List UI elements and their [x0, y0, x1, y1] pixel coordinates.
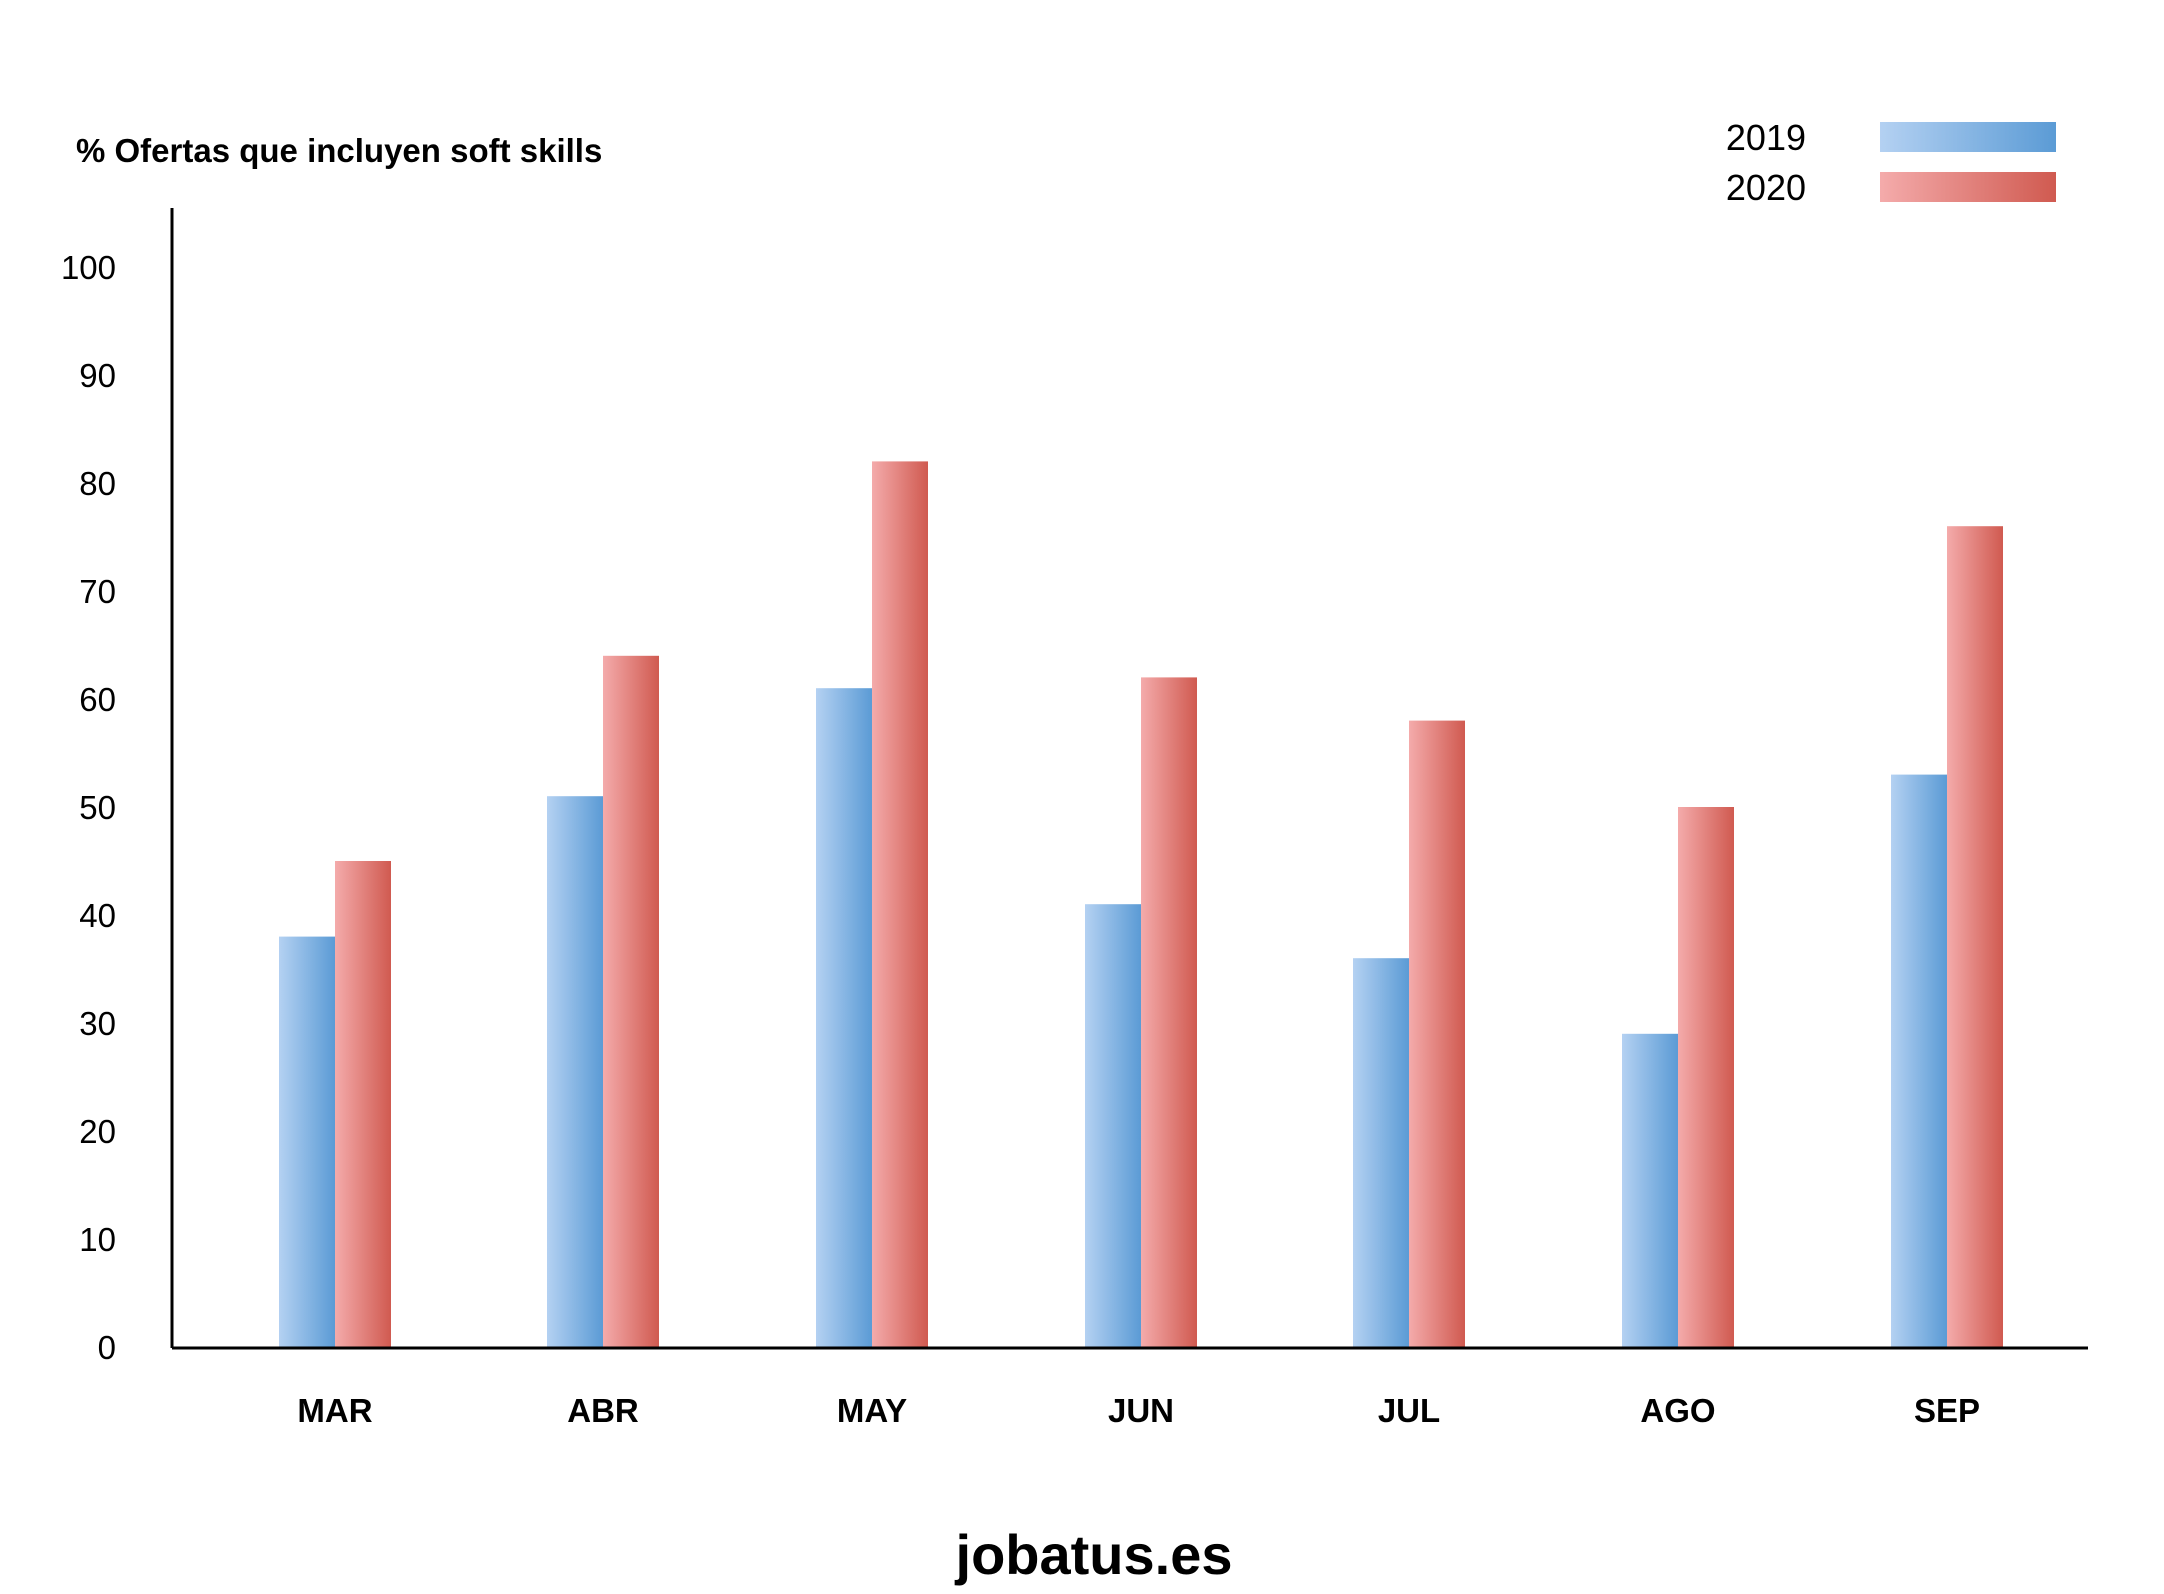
x-tick-label-jul: JUL — [1378, 1392, 1440, 1429]
bars — [279, 461, 2003, 1347]
y-tick-label-100: 100 — [61, 249, 116, 286]
bar-2020-ago — [1678, 807, 1734, 1347]
y-tick-label-70: 70 — [79, 573, 116, 610]
y-tick-label-20: 20 — [79, 1113, 116, 1150]
y-tick-label-40: 40 — [79, 897, 116, 934]
y-tick-label-50: 50 — [79, 789, 116, 826]
bar-2020-sep — [1947, 526, 2003, 1347]
bar-2019-jul — [1353, 958, 1409, 1347]
bar-2019-ago — [1622, 1033, 1678, 1347]
y-tick-label-10: 10 — [79, 1221, 116, 1258]
x-tick-label-may: MAY — [837, 1392, 907, 1429]
y-tick-label-60: 60 — [79, 681, 116, 718]
bar-2019-mar — [279, 936, 335, 1347]
bar-2020-jul — [1409, 720, 1465, 1347]
legend-label-2019: 2019 — [1726, 117, 1806, 158]
legend-label-2020: 2020 — [1726, 167, 1806, 208]
watermark: jobatus.es — [955, 1523, 1233, 1586]
legend-swatch-2019 — [1880, 122, 2056, 152]
y-tick-labels: 0 10 20 30 40 50 60 70 80 90 100 — [61, 249, 116, 1366]
bar-2019-sep — [1891, 774, 1947, 1347]
bar-2020-may — [872, 461, 928, 1347]
y-tick-label-80: 80 — [79, 465, 116, 502]
x-tick-label-abr: ABR — [567, 1392, 639, 1429]
y-tick-label-90: 90 — [79, 357, 116, 394]
x-tick-labels: MAR ABR MAY JUN JUL AGO SEP — [297, 1392, 1980, 1429]
legend: 2019 2020 — [1726, 117, 2056, 208]
x-tick-label-mar: MAR — [297, 1392, 372, 1429]
x-tick-label-jun: JUN — [1108, 1392, 1174, 1429]
x-tick-label-sep: SEP — [1914, 1392, 1980, 1429]
y-axis-label: % Ofertas que incluyen soft skills — [76, 132, 602, 169]
bar-2019-abr — [547, 796, 603, 1347]
bar-2020-abr — [603, 655, 659, 1347]
y-tick-label-0: 0 — [98, 1329, 116, 1366]
bar-2019-may — [816, 688, 872, 1347]
x-tick-label-ago: AGO — [1640, 1392, 1715, 1429]
bar-2020-jun — [1141, 677, 1197, 1347]
y-tick-label-30: 30 — [79, 1005, 116, 1042]
legend-swatch-2020 — [1880, 172, 2056, 202]
bar-2020-mar — [335, 861, 391, 1347]
bar-2019-jun — [1085, 904, 1141, 1347]
